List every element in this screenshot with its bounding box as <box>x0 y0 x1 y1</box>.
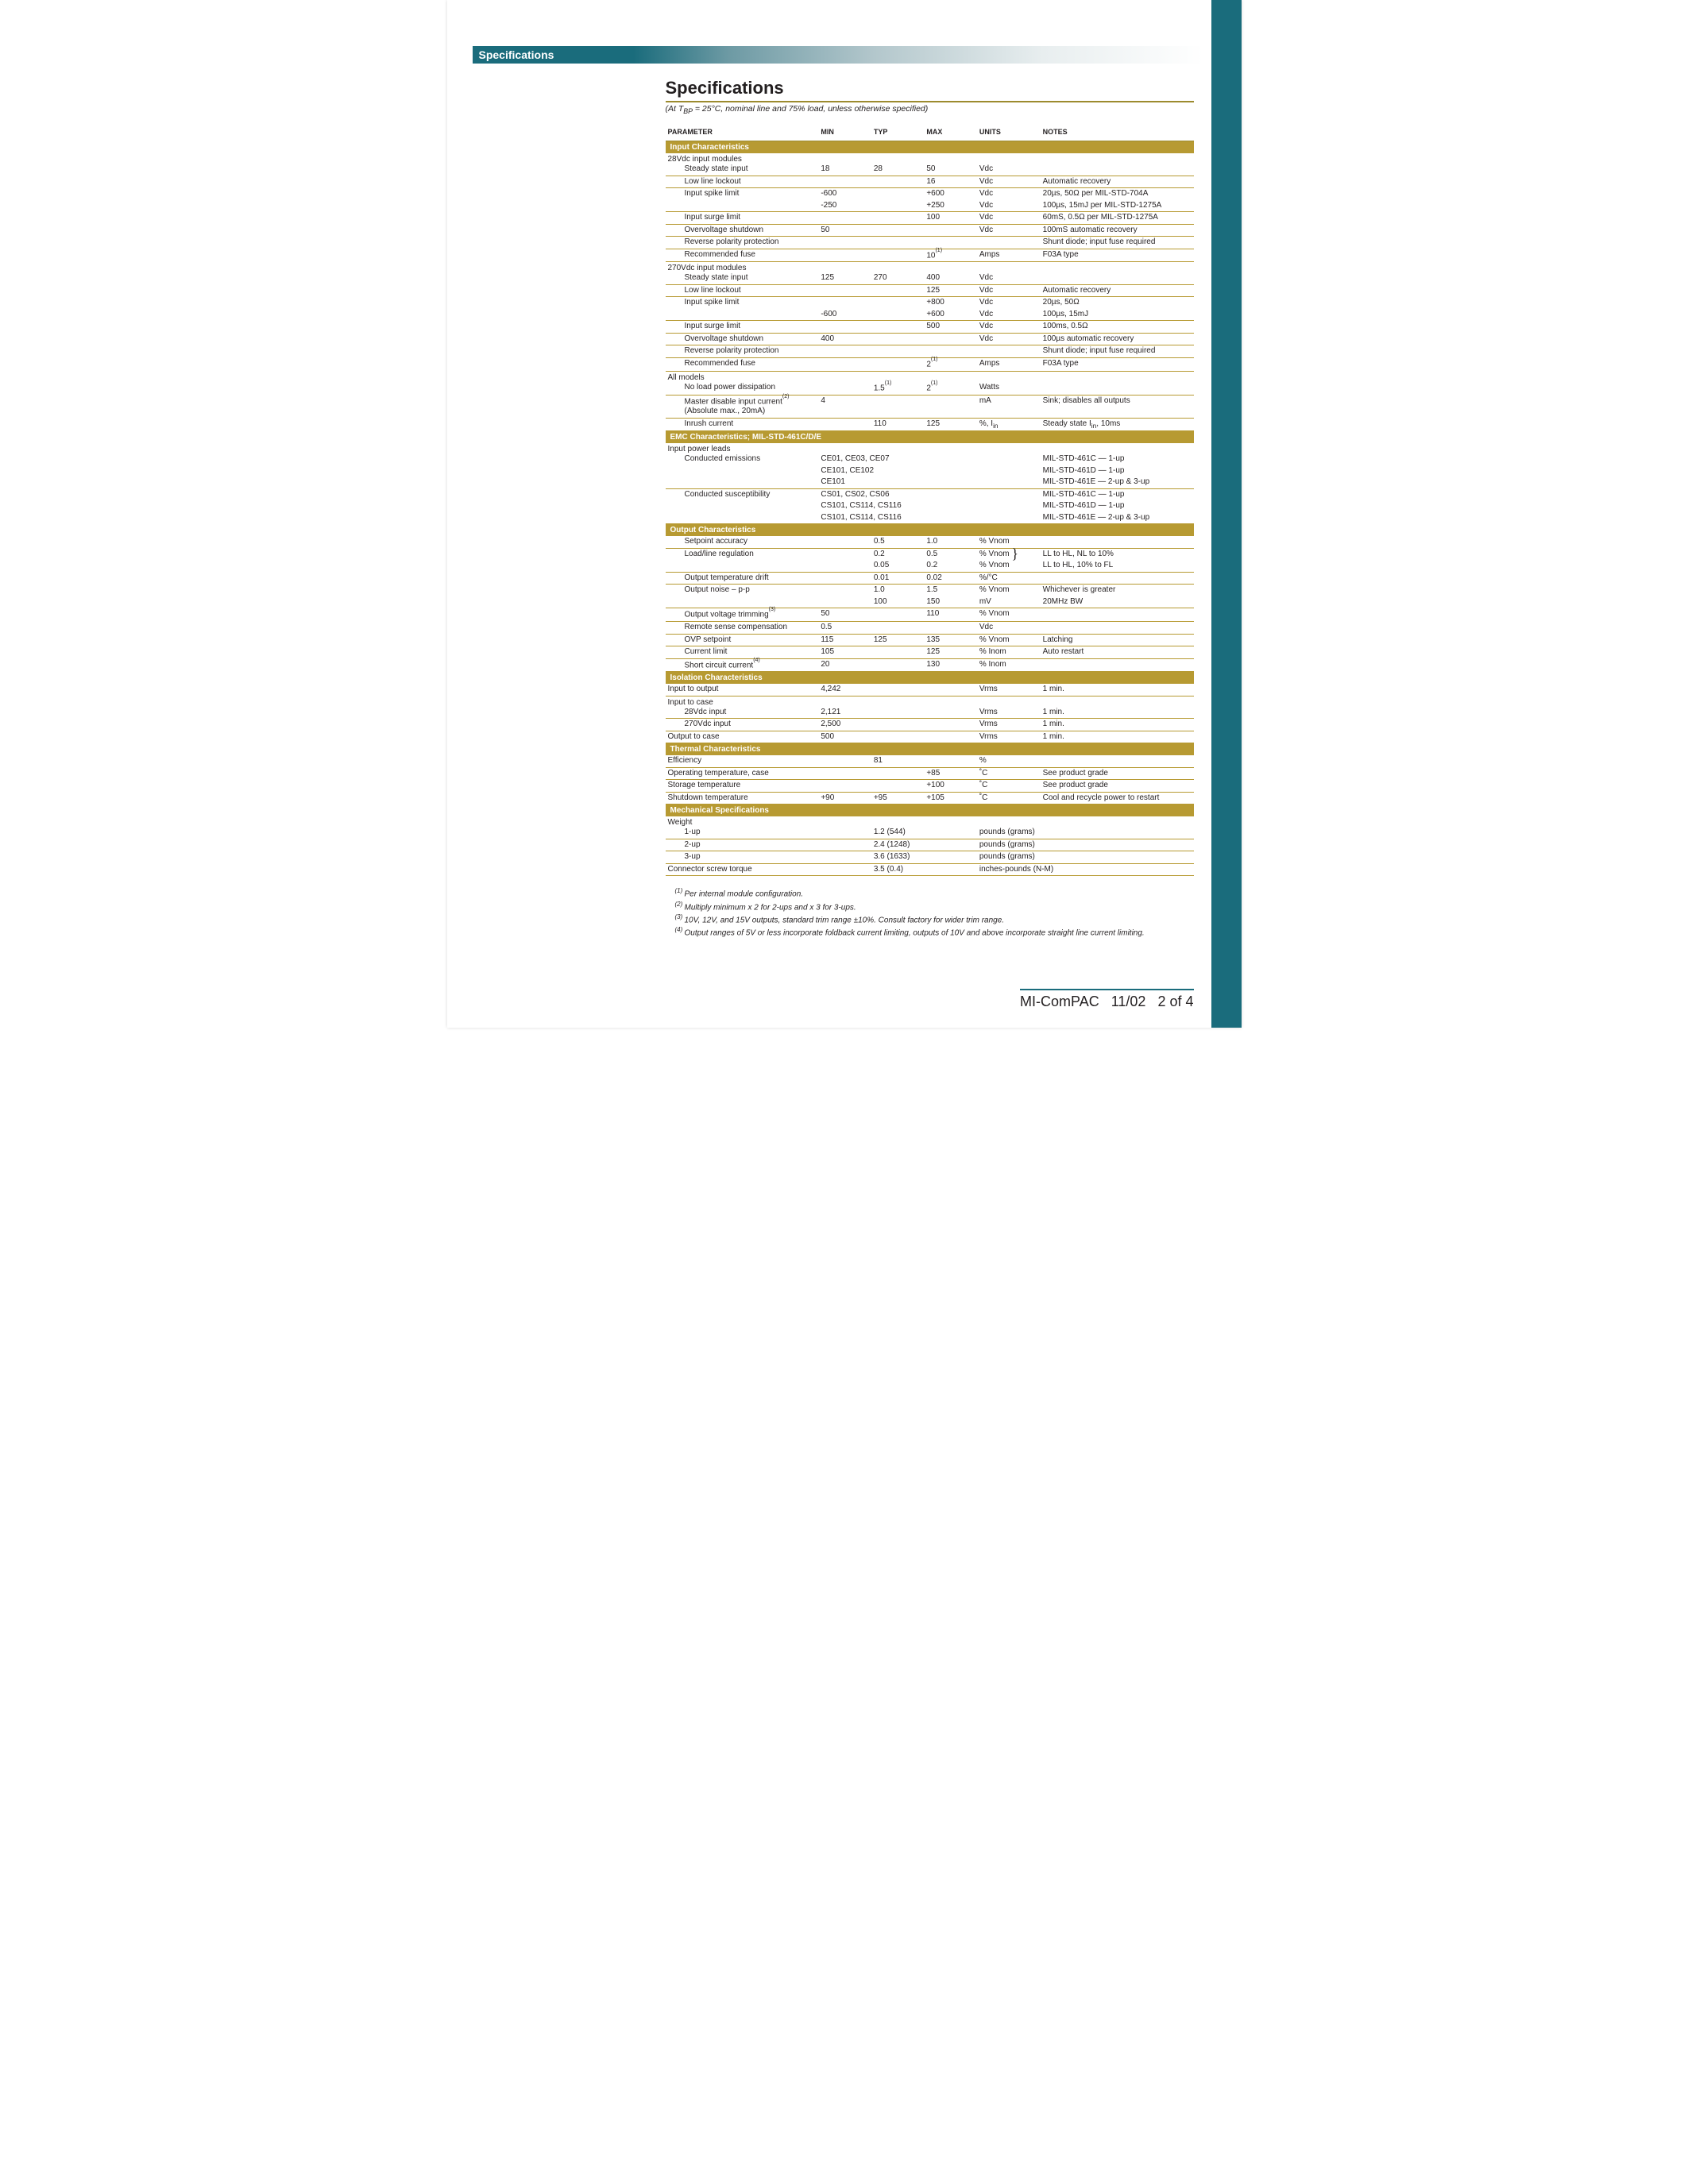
table-row: Input to output4,242Vrms1 min. <box>666 684 1194 696</box>
footnotes: Per internal module configuration. Multip… <box>675 887 1194 937</box>
section-heading: Isolation Characteristics <box>666 672 1194 685</box>
table-row: Connector screw torque3.5 (0.4)inches-po… <box>666 863 1194 876</box>
table-row: CE101, CE102MIL-STD-461D — 1-up <box>666 465 1194 477</box>
spec-page: Specifications Specifications (At TBP = … <box>447 0 1242 1028</box>
section-heading: Mechanical Specifications <box>666 805 1194 817</box>
table-row: Output temperature drift0.010.02%/°C <box>666 572 1194 585</box>
section-heading: EMC Characteristics; MIL-STD-461C/D/E <box>666 431 1194 444</box>
footer-date: 11/02 <box>1111 994 1146 1009</box>
table-row: No load power dissipation1.5(1)2(1)Watts <box>666 382 1194 395</box>
section-heading: Input Characteristics <box>666 141 1194 154</box>
conditions-note: (At TBP = 25°C, nominal line and 75% loa… <box>666 104 1194 115</box>
table-row: Load/line regulation0.20.5% Vnom }LL to … <box>666 548 1194 560</box>
table-row: 2-up2.4 (1248)pounds (grams) <box>666 839 1194 851</box>
table-row: Low line lockout16VdcAutomatic recovery <box>666 176 1194 188</box>
table-row: Output to case500Vrms1 min. <box>666 731 1194 743</box>
main-content: Specifications (At TBP = 25°C, nominal l… <box>666 78 1194 940</box>
section-heading: Output Characteristics <box>666 524 1194 537</box>
table-row: Short circuit current(4)20130% Inom <box>666 658 1194 672</box>
table-row: Current limit105125% InomAuto restart <box>666 646 1194 659</box>
footnote: 10V, 12V, and 15V outputs, standard trim… <box>675 913 1194 924</box>
table-row: 28Vdc input2,121Vrms1 min. <box>666 707 1194 719</box>
table-row: Overvoltage shutdown50Vdc100mS automatic… <box>666 224 1194 237</box>
group-heading: Input to case <box>666 696 1194 707</box>
table-row: Output noise – p-p1.01.5% VnomWhichever … <box>666 585 1194 596</box>
page-title: Specifications <box>666 78 1194 98</box>
table-row: Input spike limit+800Vdc20µs, 50Ω <box>666 297 1194 309</box>
table-row: Steady state input125270400Vdc <box>666 272 1194 284</box>
table-row: Shutdown temperature+90+95+105˚CCool and… <box>666 792 1194 805</box>
table-row: Conducted susceptibilityCS01, CS02, CS06… <box>666 488 1194 500</box>
table-row: Output voltage trimming(3)50110% Vnom <box>666 608 1194 622</box>
table-row: CS101, CS114, CS116MIL-STD-461D — 1-up <box>666 500 1194 512</box>
col-units: UNITS <box>977 126 1041 141</box>
table-row: -250+250Vdc100µs, 15mJ per MIL-STD-1275A <box>666 200 1194 212</box>
group-heading: Weight <box>666 816 1194 827</box>
spec-table-body: Input Characteristics28Vdc input modules… <box>666 141 1194 876</box>
header-gradient-bar: Specifications <box>473 46 1203 64</box>
table-row: Reverse polarity protectionShunt diode; … <box>666 237 1194 249</box>
group-heading: 270Vdc input modules <box>666 262 1194 273</box>
section-heading: Thermal Characteristics <box>666 743 1194 756</box>
table-row: 270Vdc input2,500Vrms1 min. <box>666 719 1194 731</box>
col-typ: TYP <box>871 126 925 141</box>
table-row: Master disable input current(2)(Absolute… <box>666 395 1194 418</box>
table-row: 3-up3.6 (1633)pounds (grams) <box>666 851 1194 864</box>
table-row: Input surge limit100Vdc60mS, 0.5Ω per MI… <box>666 212 1194 225</box>
footnote: Multiply minimum x 2 for 2-ups and x 3 f… <box>675 901 1194 912</box>
table-row: Conducted emissionsCE01, CE03, CE07MIL-S… <box>666 453 1194 465</box>
table-row: Input spike limit-600+600Vdc20µs, 50Ω pe… <box>666 188 1194 200</box>
table-row: CE101MIL-STD-461E — 2-up & 3-up <box>666 477 1194 488</box>
table-row: Reverse polarity protectionShunt diode; … <box>666 345 1194 358</box>
footer-page: 2 of 4 <box>1157 994 1193 1009</box>
table-row: 0.050.2% VnomLL to HL, 10% to FL <box>666 560 1194 572</box>
table-row: Setpoint accuracy0.51.0% Vnom <box>666 536 1194 548</box>
header-bar-title: Specifications <box>473 46 561 61</box>
table-row: Steady state input182850Vdc <box>666 164 1194 176</box>
table-row: CS101, CS114, CS116MIL-STD-461E — 2-up &… <box>666 512 1194 524</box>
teal-spine <box>1211 0 1242 1028</box>
table-row: Overvoltage shutdown400Vdc100µs automati… <box>666 333 1194 345</box>
col-min: MIN <box>818 126 871 141</box>
group-heading: 28Vdc input modules <box>666 153 1194 164</box>
table-row: OVP setpoint115125135% VnomLatching <box>666 634 1194 646</box>
page-footer: MI-ComPAC 11/02 2 of 4 <box>1020 989 1193 1010</box>
table-row: Operating temperature, case+85˚CSee prod… <box>666 767 1194 780</box>
title-rule <box>666 101 1194 102</box>
col-max: MAX <box>924 126 977 141</box>
table-row: 100150mV20MHz BW <box>666 596 1194 608</box>
col-param: PARAMETER <box>666 126 819 141</box>
table-row: Input surge limit500Vdc100ms, 0.5Ω <box>666 321 1194 334</box>
table-row: Recommended fuse10(1)AmpsF03A type <box>666 249 1194 262</box>
table-row: 1-up1.2 (544)pounds (grams) <box>666 827 1194 839</box>
spec-table-head: PARAMETER MIN TYP MAX UNITS NOTES <box>666 126 1194 141</box>
footnote: Per internal module configuration. <box>675 887 1194 898</box>
group-heading: Input power leads <box>666 443 1194 453</box>
spec-table: PARAMETER MIN TYP MAX UNITS NOTES Input … <box>666 126 1194 876</box>
table-row: Storage temperature+100˚CSee product gra… <box>666 780 1194 793</box>
table-row: Recommended fuse2(1)AmpsF03A type <box>666 357 1194 371</box>
table-row: Inrush current110125%, IinSteady state I… <box>666 418 1194 430</box>
footnote: Output ranges of 5V or less incorporate … <box>675 926 1194 937</box>
table-row: Low line lockout125VdcAutomatic recovery <box>666 284 1194 297</box>
group-heading: All models <box>666 371 1194 382</box>
table-row: Remote sense compensation0.5Vdc <box>666 622 1194 635</box>
footer-product: MI-ComPAC <box>1020 994 1099 1009</box>
table-row: Efficiency81% <box>666 755 1194 767</box>
col-notes: NOTES <box>1041 126 1194 141</box>
table-row: -600+600Vdc100µs, 15mJ <box>666 309 1194 321</box>
